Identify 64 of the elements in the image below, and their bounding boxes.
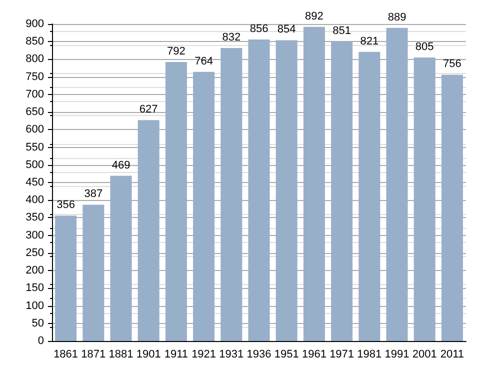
x-tick-label: 1981 (357, 348, 382, 360)
y-tick-label: 200 (26, 264, 44, 277)
y-tick-label: 450 (26, 176, 44, 188)
x-tick-label: 1881 (108, 348, 134, 360)
y-tick-label: 350 (26, 212, 44, 224)
bar (441, 74, 463, 341)
y-tick-label: 100 (26, 300, 44, 312)
bar (193, 72, 215, 341)
data-label: 851 (332, 24, 351, 37)
data-label: 889 (388, 11, 406, 24)
y-tick-label: 600 (26, 124, 44, 136)
y-tick-label: 700 (26, 88, 44, 100)
bar (414, 57, 436, 341)
x-tick-label: 1951 (274, 348, 299, 360)
bar (276, 40, 298, 341)
y-tick-label: 650 (26, 106, 44, 118)
data-label: 756 (443, 58, 462, 70)
data-label: 792 (167, 46, 186, 58)
y-tick-label: 400 (26, 194, 44, 206)
bar (138, 120, 160, 341)
x-tick-label: 2001 (412, 348, 437, 360)
x-tick-label: 1901 (136, 348, 161, 360)
x-tick-label: 1931 (219, 348, 244, 360)
bar (303, 26, 325, 341)
data-label: 832 (222, 31, 241, 44)
y-tick-label: 850 (26, 36, 44, 48)
y-tick-label: 800 (26, 53, 44, 66)
y-tick-label: 900 (26, 18, 44, 30)
data-label: 627 (139, 104, 158, 116)
bar (331, 41, 353, 341)
y-tick-label: 0 (38, 335, 44, 347)
x-tick-label: 1936 (246, 348, 272, 360)
x-tick-label: 1871 (81, 348, 106, 360)
x-tick-label: 1961 (302, 348, 326, 360)
y-tick-label: 250 (26, 246, 44, 259)
data-label: 856 (250, 23, 268, 35)
bar (165, 62, 187, 341)
data-label: 764 (194, 55, 213, 68)
x-tick-label: 1911 (164, 348, 188, 360)
y-tick-label: 50 (32, 317, 44, 330)
data-label: 892 (305, 10, 324, 22)
bar (358, 52, 380, 341)
y-tick-label: 550 (26, 141, 44, 154)
bar (110, 176, 132, 341)
bar (220, 48, 242, 341)
x-tick-label: 1991 (384, 348, 410, 360)
y-tick-label: 150 (26, 282, 44, 294)
x-tick-label: 2011 (440, 348, 464, 360)
data-label: 854 (277, 24, 296, 36)
bar (386, 28, 408, 341)
data-label: 821 (360, 35, 379, 48)
bar (82, 204, 104, 341)
x-tick-label: 1971 (330, 348, 354, 360)
x-tick-label: 1861 (54, 348, 78, 360)
y-tick-label: 750 (26, 70, 44, 83)
bar (55, 216, 77, 341)
data-label: 387 (84, 188, 103, 200)
bar (248, 40, 270, 341)
data-label: 356 (56, 199, 75, 212)
data-label: 805 (415, 40, 434, 53)
data-label: 469 (112, 159, 130, 172)
y-tick-label: 500 (26, 158, 44, 171)
y-tick-label: 300 (26, 229, 44, 242)
x-tick-label: 1921 (192, 348, 216, 360)
